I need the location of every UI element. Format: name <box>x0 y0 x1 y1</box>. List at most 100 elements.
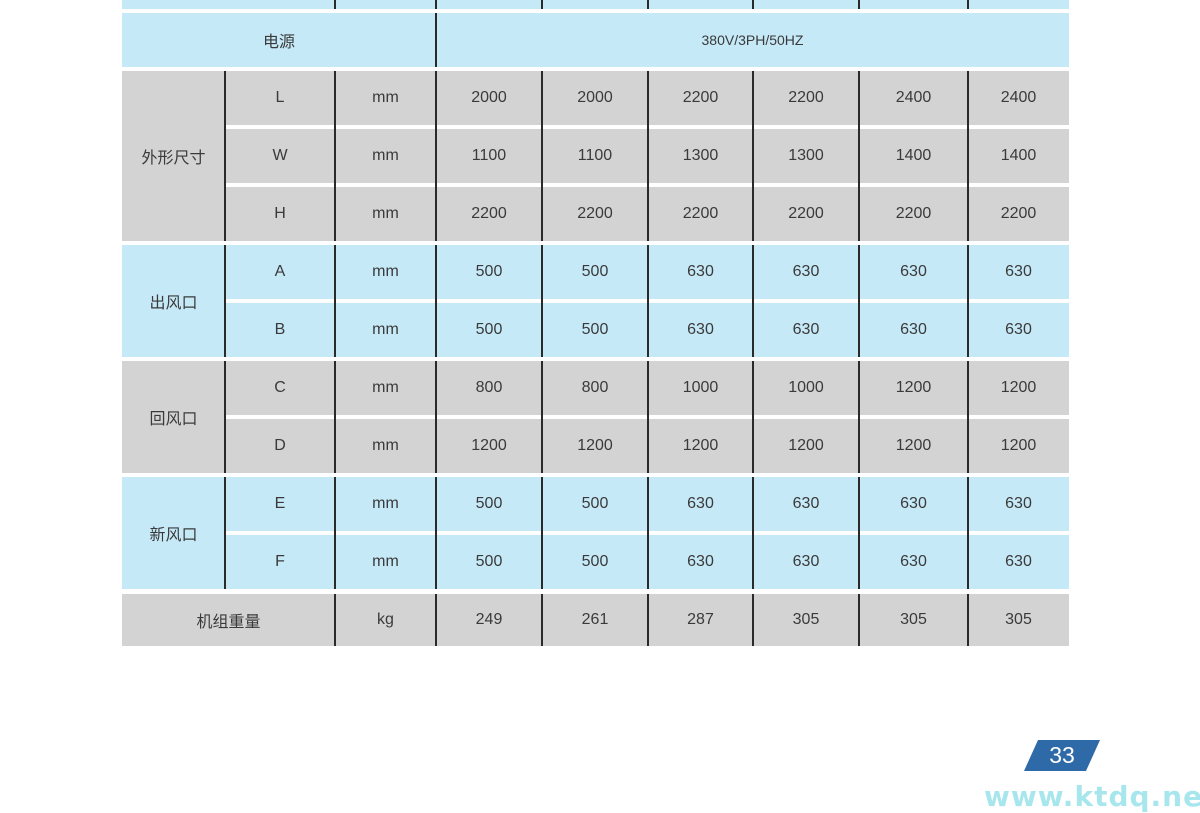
value-cell: 500 <box>436 535 542 589</box>
weight-value: 305 <box>859 594 968 646</box>
weight-label: 机组重量 <box>122 594 335 646</box>
column-divider <box>858 245 860 357</box>
value-cell: 630 <box>968 477 1069 531</box>
column-divider <box>224 477 226 589</box>
value-cell: 2000 <box>436 71 542 125</box>
value-cell: 500 <box>542 245 648 299</box>
value-cell: 1200 <box>648 419 753 473</box>
value-cell: 630 <box>859 535 968 589</box>
column-divider <box>967 245 969 357</box>
column-divider <box>858 477 860 589</box>
column-divider <box>967 477 969 589</box>
unit-cell: mm <box>335 361 436 415</box>
value-cell: 1100 <box>542 129 648 183</box>
value-cell: 1300 <box>648 129 753 183</box>
column-divider <box>752 71 754 241</box>
column-divider <box>541 477 543 589</box>
value-cell: 1400 <box>968 129 1069 183</box>
value-cell: 2200 <box>753 71 859 125</box>
value-cell: 630 <box>753 535 859 589</box>
value-cell: 1200 <box>859 419 968 473</box>
value-cell: 630 <box>753 477 859 531</box>
column-divider <box>647 245 649 357</box>
column-divider <box>647 71 649 241</box>
column-divider <box>541 361 543 473</box>
table-row-partial <box>122 0 1069 9</box>
unit-cell: mm <box>335 477 436 531</box>
value-cell: 800 <box>542 361 648 415</box>
column-divider <box>541 594 543 646</box>
power-value: 380V/3PH/50HZ <box>436 13 1069 67</box>
column-divider <box>334 245 336 357</box>
value-cell: 1200 <box>753 419 859 473</box>
value-cell: 2200 <box>753 187 859 241</box>
value-cell: 1200 <box>968 419 1069 473</box>
column-divider <box>858 0 860 9</box>
value-cell: 500 <box>436 303 542 357</box>
column-divider <box>967 361 969 473</box>
param-cell: E <box>225 477 335 531</box>
column-divider <box>647 361 649 473</box>
value-cell: 1200 <box>542 419 648 473</box>
weight-value: 287 <box>648 594 753 646</box>
value-cell: 500 <box>436 477 542 531</box>
column-divider <box>752 0 754 9</box>
value-cell: 630 <box>859 477 968 531</box>
value-cell: 630 <box>648 535 753 589</box>
column-divider <box>435 245 437 357</box>
param-cell: H <box>225 187 335 241</box>
value-cell: 630 <box>753 245 859 299</box>
weight-unit: kg <box>335 594 436 646</box>
value-cell: 630 <box>648 477 753 531</box>
column-divider <box>858 594 860 646</box>
column-divider <box>541 245 543 357</box>
value-cell: 2200 <box>968 187 1069 241</box>
unit-cell: mm <box>335 303 436 357</box>
column-divider <box>647 594 649 646</box>
column-divider <box>334 477 336 589</box>
column-divider <box>435 477 437 589</box>
column-divider <box>334 0 336 9</box>
value-cell: 1200 <box>859 361 968 415</box>
column-divider <box>967 594 969 646</box>
value-cell: 630 <box>859 303 968 357</box>
value-cell: 800 <box>436 361 542 415</box>
value-cell: 2400 <box>968 71 1069 125</box>
param-cell: L <box>225 71 335 125</box>
column-divider <box>752 245 754 357</box>
column-divider <box>967 0 969 9</box>
group-label: 回风口 <box>122 361 225 473</box>
value-cell: 630 <box>648 303 753 357</box>
column-divider <box>858 71 860 241</box>
weight-value: 249 <box>436 594 542 646</box>
unit-cell: mm <box>335 419 436 473</box>
column-divider <box>334 361 336 473</box>
param-cell: F <box>225 535 335 589</box>
value-cell: 2200 <box>542 187 648 241</box>
value-cell: 630 <box>648 245 753 299</box>
column-divider <box>967 71 969 241</box>
group-label: 新风口 <box>122 477 225 589</box>
value-cell: 1300 <box>753 129 859 183</box>
column-divider <box>224 71 226 241</box>
column-divider <box>435 13 437 67</box>
column-divider <box>334 594 336 646</box>
column-divider <box>435 594 437 646</box>
value-cell: 500 <box>542 477 648 531</box>
column-divider <box>647 0 649 9</box>
value-cell: 1200 <box>436 419 542 473</box>
value-cell: 630 <box>968 535 1069 589</box>
unit-cell: mm <box>335 535 436 589</box>
value-cell: 2200 <box>648 71 753 125</box>
value-cell: 630 <box>859 245 968 299</box>
weight-value: 305 <box>968 594 1069 646</box>
value-cell: 630 <box>753 303 859 357</box>
value-cell: 630 <box>968 245 1069 299</box>
column-divider <box>752 594 754 646</box>
value-cell: 1000 <box>753 361 859 415</box>
column-divider <box>752 361 754 473</box>
website-watermark: www.ktdq.net <box>984 780 1200 813</box>
value-cell: 2000 <box>542 71 648 125</box>
value-cell: 2200 <box>436 187 542 241</box>
column-divider <box>541 0 543 9</box>
